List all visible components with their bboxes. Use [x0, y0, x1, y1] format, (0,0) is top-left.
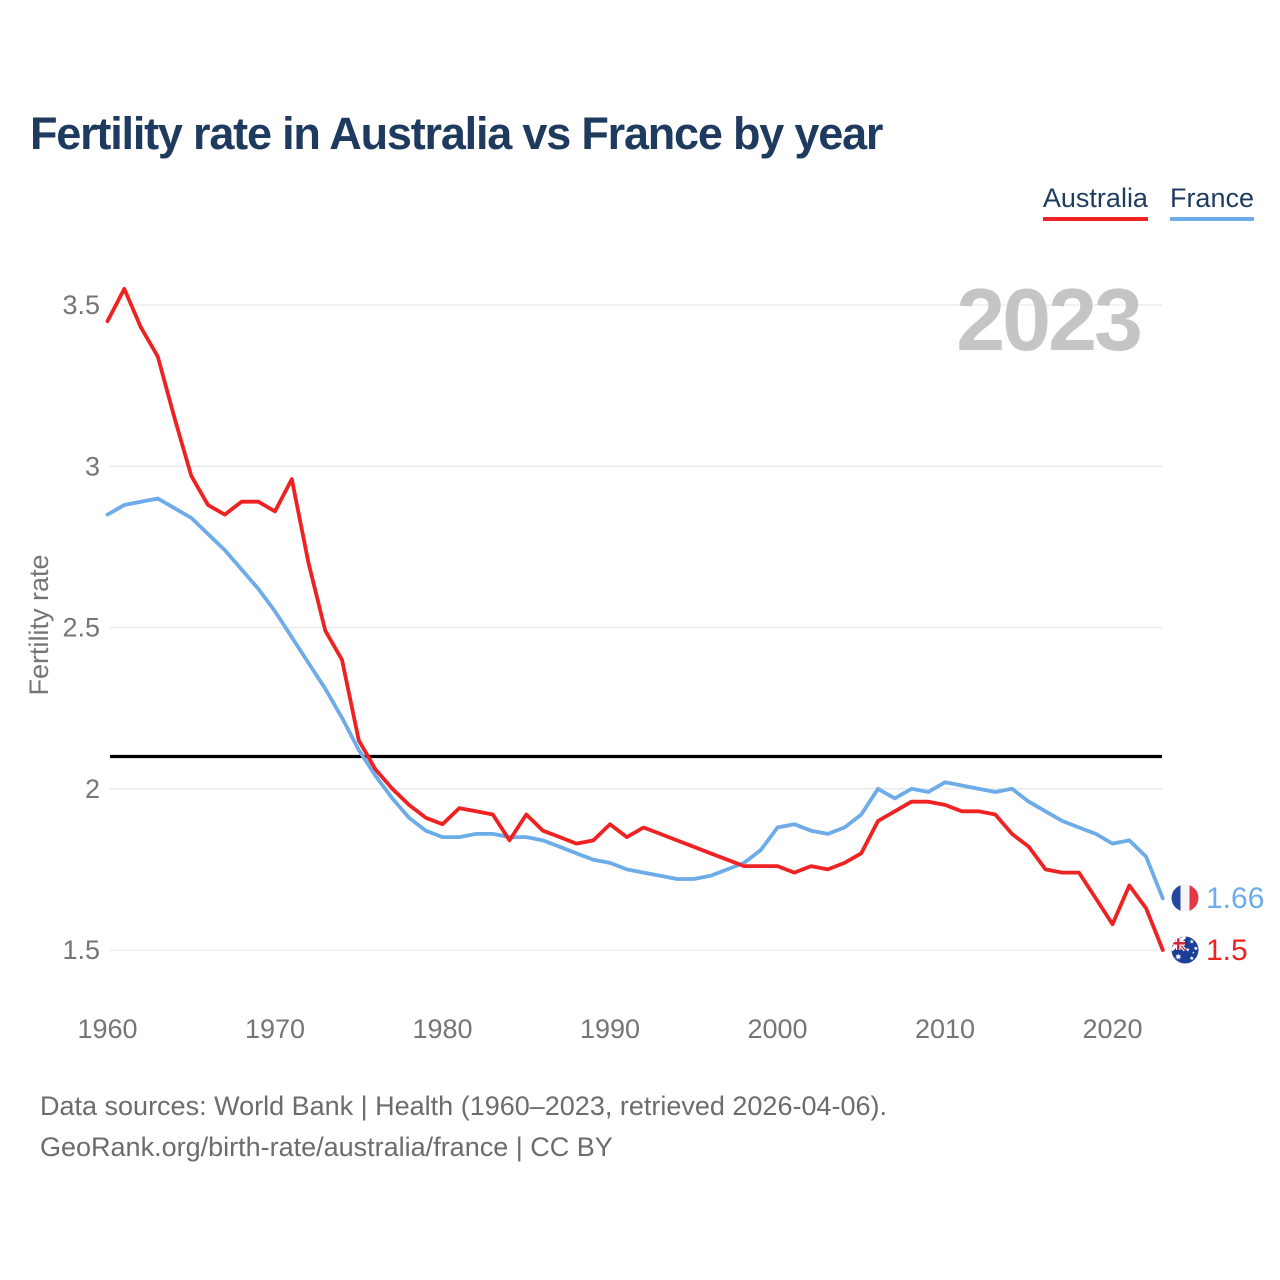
- legend-item-australia[interactable]: Australia: [1042, 183, 1148, 221]
- y-tick-label: 3.5: [62, 290, 100, 320]
- legend-label-australia: Australia: [1042, 183, 1148, 213]
- series-line-france: [105, 496, 1165, 901]
- x-tick-label: 1980: [412, 1014, 472, 1044]
- y-tick-label: 3: [85, 451, 100, 481]
- x-tick-label: 2010: [915, 1014, 975, 1044]
- series-line-australia: [105, 286, 1165, 952]
- france-flag-icon: [1171, 884, 1199, 912]
- legend: Australia France: [1042, 183, 1254, 221]
- australia-flag-icon: [1171, 936, 1199, 964]
- page-title: Fertility rate in Australia vs France by…: [30, 108, 883, 159]
- x-tick-label: 1990: [580, 1014, 640, 1044]
- y-axis-label: Fertility rate: [24, 554, 54, 695]
- footer: Data sources: World Bank | Health (1960–…: [40, 1086, 887, 1168]
- x-tick-label: 2020: [1082, 1014, 1142, 1044]
- y-tick-label: 1.5: [62, 935, 100, 965]
- x-tick-label: 1960: [77, 1014, 137, 1044]
- legend-label-france: France: [1169, 183, 1254, 213]
- x-tick-label: 2000: [747, 1014, 807, 1044]
- watermark-year: 2023: [956, 270, 1140, 369]
- y-tick-label: 2.5: [62, 613, 100, 643]
- end-value-australia: 1.5: [1206, 934, 1248, 967]
- legend-item-france[interactable]: France: [1169, 183, 1254, 221]
- end-value-france: 1.66: [1206, 882, 1264, 915]
- y-tick-label: 2: [85, 774, 100, 804]
- footer-sources-line: Data sources: World Bank | Health (1960–…: [40, 1091, 887, 1121]
- footer-attribution-line: GeoRank.org/birth-rate/australia/france …: [40, 1132, 613, 1162]
- x-tick-label: 1970: [245, 1014, 305, 1044]
